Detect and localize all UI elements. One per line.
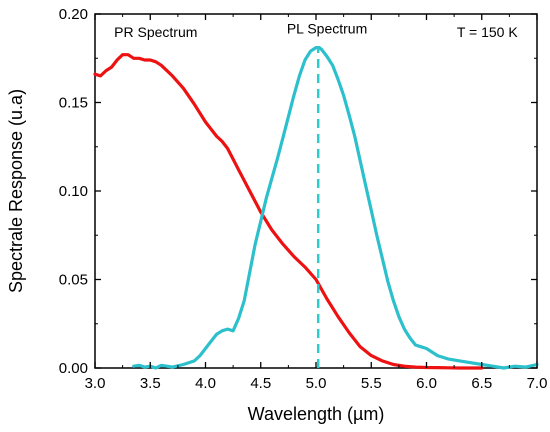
x-tick-label-3: 4.5 [250, 375, 271, 392]
x-tick-label-4: 5.0 [306, 375, 327, 392]
series-line-0 [93, 53, 484, 370]
annotation-temperature: T = 150 K [457, 24, 519, 40]
y-tick-label-2: 0.10 [59, 183, 88, 200]
y-tick-label-0: 0.00 [59, 360, 88, 377]
series-layer [93, 45, 539, 370]
x-tick-label-5: 5.5 [361, 375, 382, 392]
x-tick-label-6: 6.0 [416, 375, 437, 392]
series-line-1 [132, 45, 539, 370]
y-axis-title: Spectrale Response (u.a) [6, 89, 26, 293]
y-tick-label-1: 0.05 [59, 272, 88, 289]
x-tick-label-2: 4.0 [195, 375, 216, 392]
x-axis-title: Wavelength (µm) [248, 404, 385, 424]
x-tick-label-1: 3.5 [140, 375, 161, 392]
x-tick-label-8: 7.0 [527, 375, 548, 392]
labels-layer: 3.0 3.5 4.0 4.5 5.0 5.5 6.0 6.5 7.0 0.00 0.05 0.10 0… [59, 6, 548, 392]
x-tick-label-7: 6.5 [471, 375, 492, 392]
y-tick-label-3: 0.15 [59, 95, 88, 112]
annotation-pl-spectrum: PL Spectrum [287, 20, 367, 36]
x-tick-label-0: 3.0 [85, 375, 106, 392]
y-tick-label-4: 0.20 [59, 6, 88, 23]
annotation-pr-spectrum: PR Spectrum [114, 24, 197, 40]
ticks-layer [94, 13, 538, 369]
